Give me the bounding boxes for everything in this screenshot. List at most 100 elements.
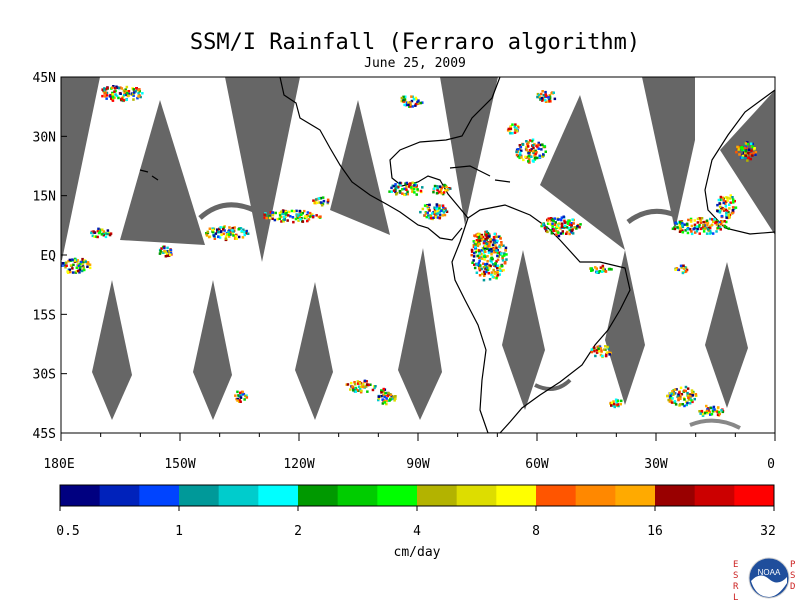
coastline-south-america [451,204,631,433]
rain-pixel [546,230,549,234]
rain-pixel [558,222,561,225]
rain-pixel [518,148,522,151]
colorbar-unit-label: cm/day [394,545,441,560]
rain-pixel [395,193,398,196]
rain-pixel [86,265,89,268]
rain-pixel [489,259,492,262]
rain-pixel [441,192,445,196]
rain-pixel [357,382,360,385]
rain-pixel [617,404,620,408]
colorbar-swatch [337,485,378,506]
rain-pixel [232,234,235,237]
rain-pixel [444,209,447,212]
rain-pixel [425,215,428,219]
rain-pixel [280,220,283,223]
rain-pixel [438,190,441,194]
rain-pixel [578,226,581,229]
rain-pixel [111,93,114,96]
rain-pixel [543,145,546,148]
rain-pixel [139,95,142,99]
rain-pixel [113,96,116,99]
rain-pixel [698,410,701,413]
rain-pixel [394,397,397,400]
rain-pixel [61,264,63,267]
rain-pixel [362,383,365,386]
rain-pixel [105,94,109,97]
rain-pixel [490,271,494,274]
rain-pixel [555,225,559,228]
rain-pixel [519,151,522,154]
rain-pixel [712,220,715,223]
rain-pixel [380,389,383,392]
rain-pixel [283,218,286,221]
rain-pixel [717,410,721,414]
rain-pixel [717,198,721,202]
rain-pixel [703,411,707,415]
rain-pixel [222,226,225,229]
rain-pixel [486,232,490,235]
rain-pixel [166,254,169,258]
rain-pixel [527,155,530,158]
rain-pixel [433,206,436,209]
latitude-axis: 45N 30N 15N EQ 15S 30S 45S [33,71,67,442]
rain-pixel [568,219,571,222]
rain-pixel [167,250,171,253]
colorbar-swatch [417,485,458,506]
rain-pixel [317,197,320,200]
rain-pixel [492,251,496,254]
rain-pixel [669,392,672,395]
rain-pixel [235,237,238,240]
rain-pixel [298,216,301,219]
rain-pixel [473,263,476,266]
rain-pixel [733,199,736,203]
rain-pixel [504,248,507,252]
rain-pixel [519,154,522,157]
rain-pixel [166,250,169,253]
rain-pixel [245,232,248,235]
rain-pixel [405,181,409,185]
rain-pixel [96,229,100,233]
rain-pixel [137,95,140,98]
rain-pixel [707,226,711,230]
rain-pixel [702,227,705,230]
rain-pixel [350,381,353,385]
rain-pixel [293,210,296,213]
rain-pixel [380,394,383,398]
rain-pixel [353,388,356,392]
rain-pixel [682,396,686,400]
rain-pixel [485,266,489,270]
rain-pixel [744,149,748,153]
rain-pixel [103,92,106,95]
rain-pixel [670,401,674,404]
rain-pixel [410,187,414,190]
rain-pixel [359,385,363,389]
rain-pixel [218,236,222,239]
rain-pixel [551,218,554,221]
rain-pixel [494,250,497,254]
rain-pixel [406,192,409,196]
swath-arc [626,208,676,225]
rain-pixel [476,235,479,238]
rain-pixel [158,252,162,255]
rain-pixel [554,221,557,224]
rain-pixel [268,216,272,220]
rain-pixel [92,230,95,233]
rain-pixel [112,85,115,88]
rain-pixel [86,261,90,264]
rain-pixel [724,196,728,199]
rain-pixel [542,153,545,156]
rain-pixel [571,229,574,232]
rain-pixel [518,156,521,160]
rain-pixel [164,250,167,254]
rain-pixel [536,145,539,149]
rain-pixel [169,253,172,256]
rain-pixel [725,209,729,213]
rain-pixel [122,89,126,92]
rain-pixel [135,87,138,90]
rain-pixel [731,211,734,215]
rain-pixel [409,103,412,107]
rain-pixel [473,251,476,255]
swath-arc [689,418,741,430]
rain-pixel [487,249,491,252]
rain-pixel [538,154,542,158]
